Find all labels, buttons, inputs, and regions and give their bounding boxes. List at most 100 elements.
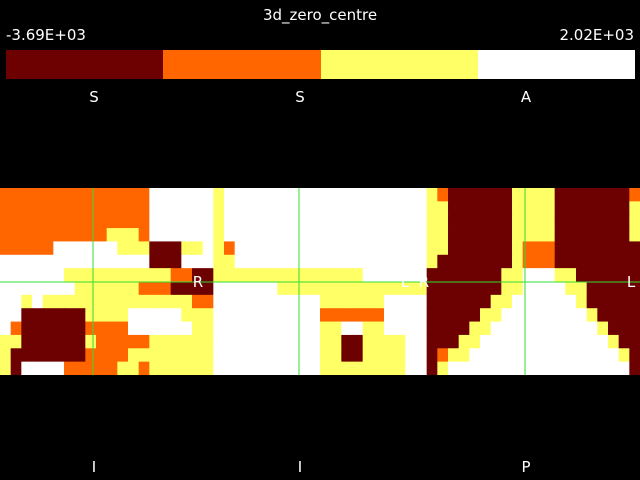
- sagittal-voxel: [320, 241, 332, 256]
- sagittal-voxel: [309, 254, 321, 269]
- sagittal-voxel: [309, 321, 321, 336]
- coronal-voxel: [117, 321, 129, 336]
- coronal-voxel: [138, 294, 150, 309]
- coronal-voxel: [0, 201, 12, 216]
- sagittal-voxel: [362, 188, 374, 202]
- axial-voxel: [512, 188, 524, 202]
- sagittal-voxel: [288, 308, 300, 323]
- axial-voxel: [522, 241, 534, 256]
- coronal-view[interactable]: [0, 188, 214, 375]
- coronal-voxel: [21, 241, 33, 256]
- sagittal-voxel: [288, 241, 300, 256]
- coronal-voxel: [170, 334, 182, 349]
- coronal-voxel: [32, 361, 44, 375]
- coronal-voxel: [202, 188, 214, 202]
- axial-voxel: [554, 361, 566, 375]
- coronal-voxel: [149, 188, 161, 202]
- axial-voxel: [544, 348, 556, 363]
- coronal-voxel: [149, 294, 161, 309]
- colorbar-max-label: 2.02E+03: [559, 26, 634, 44]
- sagittal-voxel: [394, 241, 406, 256]
- sagittal-voxel: [341, 201, 353, 216]
- sagittal-voxel: [213, 321, 225, 336]
- axial-voxel: [597, 281, 609, 296]
- axial-voxel: [490, 361, 502, 375]
- sagittal-voxel: [234, 348, 246, 363]
- axial-voxel: [576, 254, 588, 269]
- coronal-voxel: [128, 348, 140, 363]
- sagittal-voxel: [298, 214, 310, 229]
- axial-voxel: [608, 241, 620, 256]
- coronal-voxel: [202, 281, 214, 296]
- coronal-voxel: [74, 254, 86, 269]
- sagittal-voxel: [394, 268, 406, 283]
- sagittal-voxel: [373, 294, 385, 309]
- coronal-voxel: [74, 361, 86, 375]
- sagittal-voxel: [384, 241, 396, 256]
- coronal-voxel: [10, 188, 22, 202]
- coronal-voxel: [106, 334, 118, 349]
- coronal-voxel: [149, 308, 161, 323]
- coronal-voxel: [181, 201, 193, 216]
- coronal-voxel: [192, 268, 204, 283]
- sagittal-voxel: [213, 214, 225, 229]
- axial-voxel: [597, 348, 609, 363]
- sagittal-voxel: [298, 281, 310, 296]
- axial-voxel: [586, 241, 598, 256]
- coronal-voxel: [10, 294, 22, 309]
- sagittal-voxel: [341, 321, 353, 336]
- sagittal-voxel: [234, 281, 246, 296]
- sagittal-voxel: [213, 334, 225, 349]
- sagittal-voxel: [234, 254, 246, 269]
- axial-voxel: [554, 201, 566, 216]
- axial-voxel: [480, 228, 492, 243]
- coronal-voxel: [202, 214, 214, 229]
- colorbar-min-label: -3.69E+03: [6, 26, 86, 44]
- coronal-voxel: [160, 268, 172, 283]
- sagittal-voxel: [352, 334, 364, 349]
- sagittal-voxel: [394, 188, 406, 202]
- sagittal-voxel: [362, 214, 374, 229]
- coronal-voxel: [128, 268, 140, 283]
- sagittal-voxel: [213, 268, 225, 283]
- sagittal-voxel: [405, 268, 417, 283]
- axial-voxel: [608, 228, 620, 243]
- sagittal-voxel: [341, 268, 353, 283]
- sagittal-voxel: [245, 294, 257, 309]
- sagittal-voxel: [373, 214, 385, 229]
- coronal-voxel: [21, 268, 33, 283]
- sagittal-voxel: [245, 214, 257, 229]
- axial-voxel: [522, 334, 534, 349]
- sagittal-voxel: [341, 188, 353, 202]
- coronal-voxel: [74, 188, 86, 202]
- sagittal-voxel: [224, 308, 236, 323]
- axial-voxel: [565, 254, 577, 269]
- coronal-voxel: [96, 201, 108, 216]
- axial-voxel: [618, 254, 630, 269]
- axial-voxel: [437, 188, 449, 202]
- sagittal-voxel: [320, 214, 332, 229]
- axial-voxel: [554, 254, 566, 269]
- axial-voxel: [586, 214, 598, 229]
- axial-voxel: [501, 214, 513, 229]
- sagittal-voxel: [213, 281, 225, 296]
- sagittal-voxel: [320, 281, 332, 296]
- coronal-voxel: [117, 228, 129, 243]
- axial-view[interactable]: [426, 188, 640, 375]
- coronal-voxel: [117, 334, 129, 349]
- sagittal-voxel: [234, 321, 246, 336]
- coronal-voxel: [138, 281, 150, 296]
- axial-voxel: [533, 241, 545, 256]
- sagittal-view[interactable]: [213, 188, 428, 375]
- coronal-voxel: [85, 348, 97, 363]
- coronal-voxel: [202, 228, 214, 243]
- axial-voxel: [544, 361, 556, 375]
- sagittal-voxel: [330, 241, 342, 256]
- slice-views-svg[interactable]: [0, 188, 640, 375]
- coronal-voxel: [64, 214, 76, 229]
- sagittal-voxel: [288, 321, 300, 336]
- sagittal-voxel: [405, 321, 417, 336]
- sagittal-voxel: [277, 201, 289, 216]
- coronal-voxel: [202, 241, 214, 256]
- sagittal-voxel: [405, 348, 417, 363]
